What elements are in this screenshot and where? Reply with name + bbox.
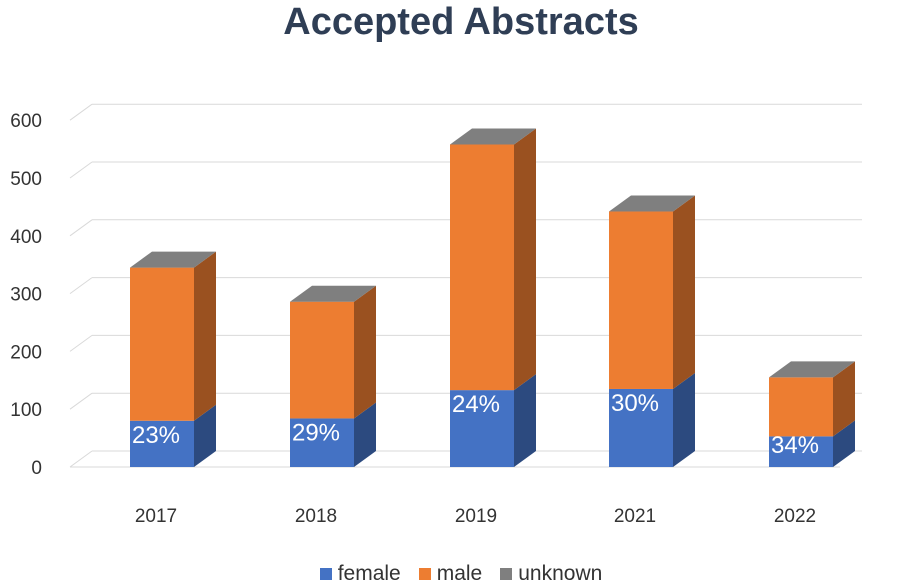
bar-stack-2019 <box>450 128 536 467</box>
bar-side-male-2022 <box>833 361 855 437</box>
x-tick-label: 2022 <box>774 506 816 527</box>
x-tick-label: 2021 <box>614 506 656 527</box>
bar-male-2018 <box>290 301 354 419</box>
legend: female male unknown <box>0 562 922 586</box>
bar-female-2019 <box>450 390 514 467</box>
bar-male-2021 <box>609 211 673 389</box>
y-tick-label: 200 <box>10 342 42 363</box>
bar-male-2017 <box>130 267 194 421</box>
legend-label: female <box>337 562 401 585</box>
data-label-2022: 34% <box>771 432 819 459</box>
data-label-2018: 29% <box>292 419 340 446</box>
bar-side-female-2022 <box>833 420 855 467</box>
bar-stack-2021 <box>609 195 695 467</box>
y-tick-label: 400 <box>10 227 42 248</box>
bar-top-2017 <box>130 251 216 268</box>
bar-side-male-2018 <box>354 285 376 419</box>
gridline-side <box>69 161 93 179</box>
bar-side-male-2017 <box>194 251 216 421</box>
bar-side-male-2021 <box>673 195 695 389</box>
bars: 23% 29% 24% 30% 34% <box>130 128 855 467</box>
bar-stack-2018 <box>290 285 376 467</box>
legend-item-female: female <box>319 562 401 586</box>
gridline-side <box>69 103 93 121</box>
bar-male-2022 <box>769 377 833 437</box>
legend-item-unknown: unknown <box>500 562 602 586</box>
y-tick-label: 300 <box>10 285 42 306</box>
legend-swatch <box>500 568 513 580</box>
y-tick-label: 600 <box>10 111 42 132</box>
bar-stack-2022 <box>769 361 855 467</box>
bar-female-2017 <box>130 420 194 467</box>
bar-female-2018 <box>290 418 354 467</box>
gridline-side <box>69 392 93 410</box>
chart-title: Accepted Abstracts <box>283 1 639 43</box>
gridline-side <box>69 277 93 295</box>
legend-item-male: male <box>418 562 483 586</box>
legend-label: unknown <box>518 562 603 585</box>
bar-female-2021 <box>609 388 673 467</box>
y-tick-label: 500 <box>10 169 42 190</box>
y-tick-label: 100 <box>10 400 42 421</box>
bar-top-2018 <box>290 285 376 302</box>
gridline-side <box>69 219 93 237</box>
x-tick-label: 2018 <box>295 506 337 527</box>
data-label-2021: 30% <box>611 390 659 417</box>
chart-plot: 23% 29% 24% 30% 34% 0 100 200 300 400 500 600 2017 2… <box>10 103 862 527</box>
bar-top-2019 <box>450 128 536 145</box>
bar-side-female-2019 <box>514 374 536 467</box>
bar-side-male-2019 <box>514 128 536 391</box>
legend-swatch <box>319 568 332 580</box>
data-label-2017: 23% <box>132 422 180 449</box>
bar-side-female-2018 <box>354 402 376 467</box>
gridline-side <box>69 450 93 468</box>
legend-swatch <box>418 568 431 580</box>
y-tick-label: 0 <box>31 458 42 479</box>
data-label-2019: 24% <box>452 391 500 418</box>
bar-male-2019 <box>450 144 514 391</box>
x-tick-label: 2019 <box>455 506 497 527</box>
gridline-side <box>69 334 93 352</box>
bar-female-2022 <box>769 436 833 467</box>
bar-side-female-2017 <box>194 404 216 467</box>
bar-side-female-2021 <box>673 372 695 467</box>
bar-top-2021 <box>609 195 695 212</box>
bar-stack-2017 <box>130 251 216 467</box>
x-tick-label: 2017 <box>135 506 177 527</box>
legend-label: male <box>436 562 483 585</box>
axis-labels: 0 100 200 300 400 500 600 2017 2018 2019 2021 2022 <box>10 111 816 527</box>
bar-top-2022 <box>769 361 855 378</box>
